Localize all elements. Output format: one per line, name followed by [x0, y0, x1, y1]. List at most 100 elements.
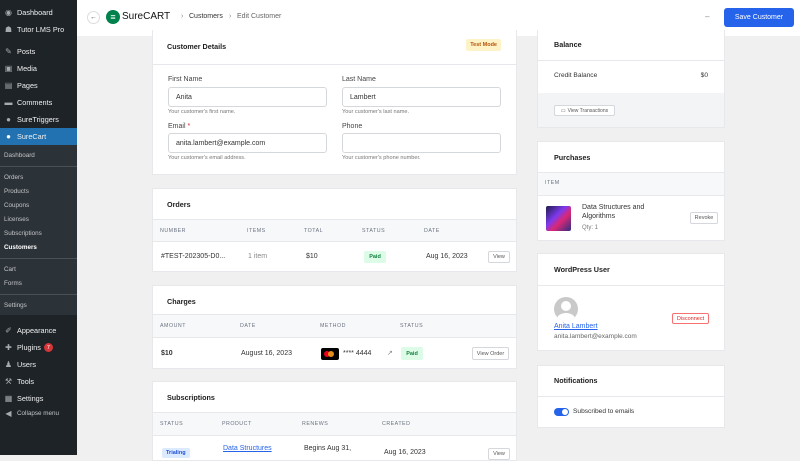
submenu-products[interactable]: Products	[4, 188, 29, 195]
more-menu-button[interactable]: –	[705, 12, 710, 21]
surecart-submenu	[0, 145, 77, 315]
email-help: Your customer's email address.	[168, 155, 246, 161]
email-subscription-toggle[interactable]	[554, 408, 569, 416]
menu-dashboard[interactable]: ◉ Dashboard	[0, 4, 77, 21]
wallet-icon: ▭	[560, 107, 566, 114]
col-items: ITEMS	[247, 228, 266, 234]
order-total: $10	[306, 253, 318, 260]
card-title: Balance	[554, 40, 582, 49]
wp-user-email: anita.lambert@example.com	[554, 333, 637, 340]
balance-card: Balance Credit Balance $0 ▭ View Transact…	[537, 30, 725, 128]
update-count-badge: 7	[43, 343, 53, 352]
wp-user-link[interactable]: Anita Lambert	[554, 323, 598, 330]
subscription-product-link[interactable]: Data Structures	[223, 445, 272, 452]
col-status: STATUS	[160, 421, 184, 427]
submenu-customers[interactable]: Customers	[4, 244, 37, 251]
order-items: 1 item	[248, 253, 268, 260]
submenu-forms[interactable]: Forms	[4, 280, 22, 287]
menu-comments[interactable]: ▬ Comments	[0, 94, 77, 111]
orders-card: Orders NUMBER ITEMS TOTAL STATUS DATE #T…	[152, 188, 517, 272]
menu-suretriggers[interactable]: ● SureTriggers	[0, 111, 77, 128]
divider	[0, 166, 77, 167]
plugin-icon: ✚	[5, 343, 12, 352]
back-button[interactable]: ←	[87, 11, 100, 24]
menu-tutor[interactable]: ☗ Tutor LMS Pro	[0, 21, 77, 38]
submenu-settings[interactable]: Settings	[4, 302, 27, 309]
first-name-input[interactable]: Anita	[168, 87, 327, 107]
menu-label: Appearance	[17, 326, 57, 335]
menu-settings[interactable]: ▦ Settings	[0, 390, 77, 407]
email-input[interactable]: anita.lambert@example.com	[168, 133, 327, 153]
last-name-help: Your customer's last name.	[342, 109, 410, 115]
menu-media[interactable]: ▣ Media	[0, 60, 77, 77]
last-name-input[interactable]: Lambert	[342, 87, 501, 107]
submenu-coupons[interactable]: Coupons	[4, 202, 30, 209]
phone-input[interactable]	[342, 133, 501, 153]
phone-help: Your customer's phone number.	[342, 155, 421, 161]
card-title: WordPress User	[554, 265, 610, 274]
charge-date: August 16, 2023	[241, 350, 292, 357]
breadcrumb-current: Edit Customer	[237, 13, 282, 20]
menu-tools[interactable]: ⚒ Tools	[0, 373, 77, 390]
menu-label: Media	[17, 64, 37, 73]
view-subscription-button[interactable]: View	[488, 448, 510, 460]
purchase-qty: Qty: 1	[582, 225, 599, 231]
submenu-dashboard[interactable]: Dashboard	[4, 152, 35, 159]
col-total: TOTAL	[304, 228, 324, 234]
tutor-icon: ☗	[4, 25, 13, 34]
revoke-button[interactable]: Revoke	[690, 212, 718, 224]
arrow-left-icon: ←	[90, 14, 97, 21]
purchases-card: Purchases ITEM Data Structures and Algor…	[537, 141, 725, 241]
col-created: CREATED	[382, 421, 411, 427]
avatar	[554, 297, 578, 321]
menu-label: Tutor LMS Pro	[17, 25, 65, 34]
submenu-orders[interactable]: Orders	[4, 174, 24, 181]
admin-sidebar: ◉ Dashboard ☗ Tutor LMS Pro ✎ Posts ▣ Media …	[0, 0, 77, 455]
first-name-label: First Name	[168, 76, 203, 83]
card-title: Purchases	[554, 153, 591, 162]
subscriptions-card: Subscriptions STATUS PRODUCT RENEWS CREA…	[152, 381, 517, 461]
menu-label: Dashboard	[17, 8, 53, 17]
menu-plugins[interactable]: ✚ Plugins 7	[0, 339, 77, 356]
order-number[interactable]: #TEST-202305-D0...	[161, 253, 226, 260]
external-link-icon[interactable]: ↗	[387, 350, 393, 357]
credit-balance-value: $0	[700, 72, 708, 79]
menu-posts[interactable]: ✎ Posts	[0, 43, 77, 60]
submenu-licenses[interactable]: Licenses	[4, 216, 29, 223]
chevron-right-icon: ›	[181, 13, 184, 20]
submenu-cart[interactable]: Cart	[4, 266, 16, 273]
col-status: STATUS	[362, 228, 386, 234]
collapse-icon: ◀	[5, 409, 12, 418]
menu-pages[interactable]: ▤ Pages	[0, 77, 77, 94]
col-status: STATUS	[400, 323, 424, 329]
email-label: Email *	[168, 123, 191, 130]
col-date: DATE	[240, 323, 256, 329]
pin-icon: ✎	[5, 47, 12, 56]
surecart-icon: ●	[6, 132, 11, 141]
phone-label: Phone	[342, 123, 363, 130]
collapse-menu[interactable]: ◀ Collapse menu	[0, 405, 77, 422]
charge-status-badge: Paid	[401, 347, 423, 360]
order-date: Aug 16, 2023	[426, 253, 468, 260]
menu-surecart[interactable]: ● SureCart	[0, 128, 77, 145]
menu-label: Posts	[17, 47, 36, 56]
menu-users[interactable]: ♟ Users	[0, 356, 77, 373]
menu-label: Comments	[17, 98, 53, 107]
save-customer-button[interactable]: Save Customer	[724, 8, 794, 27]
menu-appearance[interactable]: ✐ Appearance	[0, 322, 77, 339]
card-last4: **** 4444	[343, 350, 372, 357]
breadcrumb-customers[interactable]: Customers	[189, 13, 223, 20]
menu-label: Plugins	[17, 343, 41, 352]
submenu-subscriptions[interactable]: Subscriptions	[4, 230, 42, 237]
comment-icon: ▬	[4, 98, 13, 107]
surecart-logo: SureCART	[122, 11, 171, 22]
col-number: NUMBER	[160, 228, 186, 234]
purchase-name: Data Structures and Algorithms	[582, 204, 645, 220]
disconnect-button[interactable]: Disconnect	[672, 313, 709, 324]
view-transactions-button[interactable]: ▭ View Transactions	[554, 105, 615, 116]
charge-amount: $10	[161, 350, 173, 357]
view-order-button[interactable]: View Order	[472, 347, 509, 360]
view-order-button[interactable]: View	[488, 251, 510, 263]
pages-icon: ▤	[4, 81, 13, 90]
wordpress-user-card: WordPress User Anita Lambert anita.lambe…	[537, 253, 725, 351]
